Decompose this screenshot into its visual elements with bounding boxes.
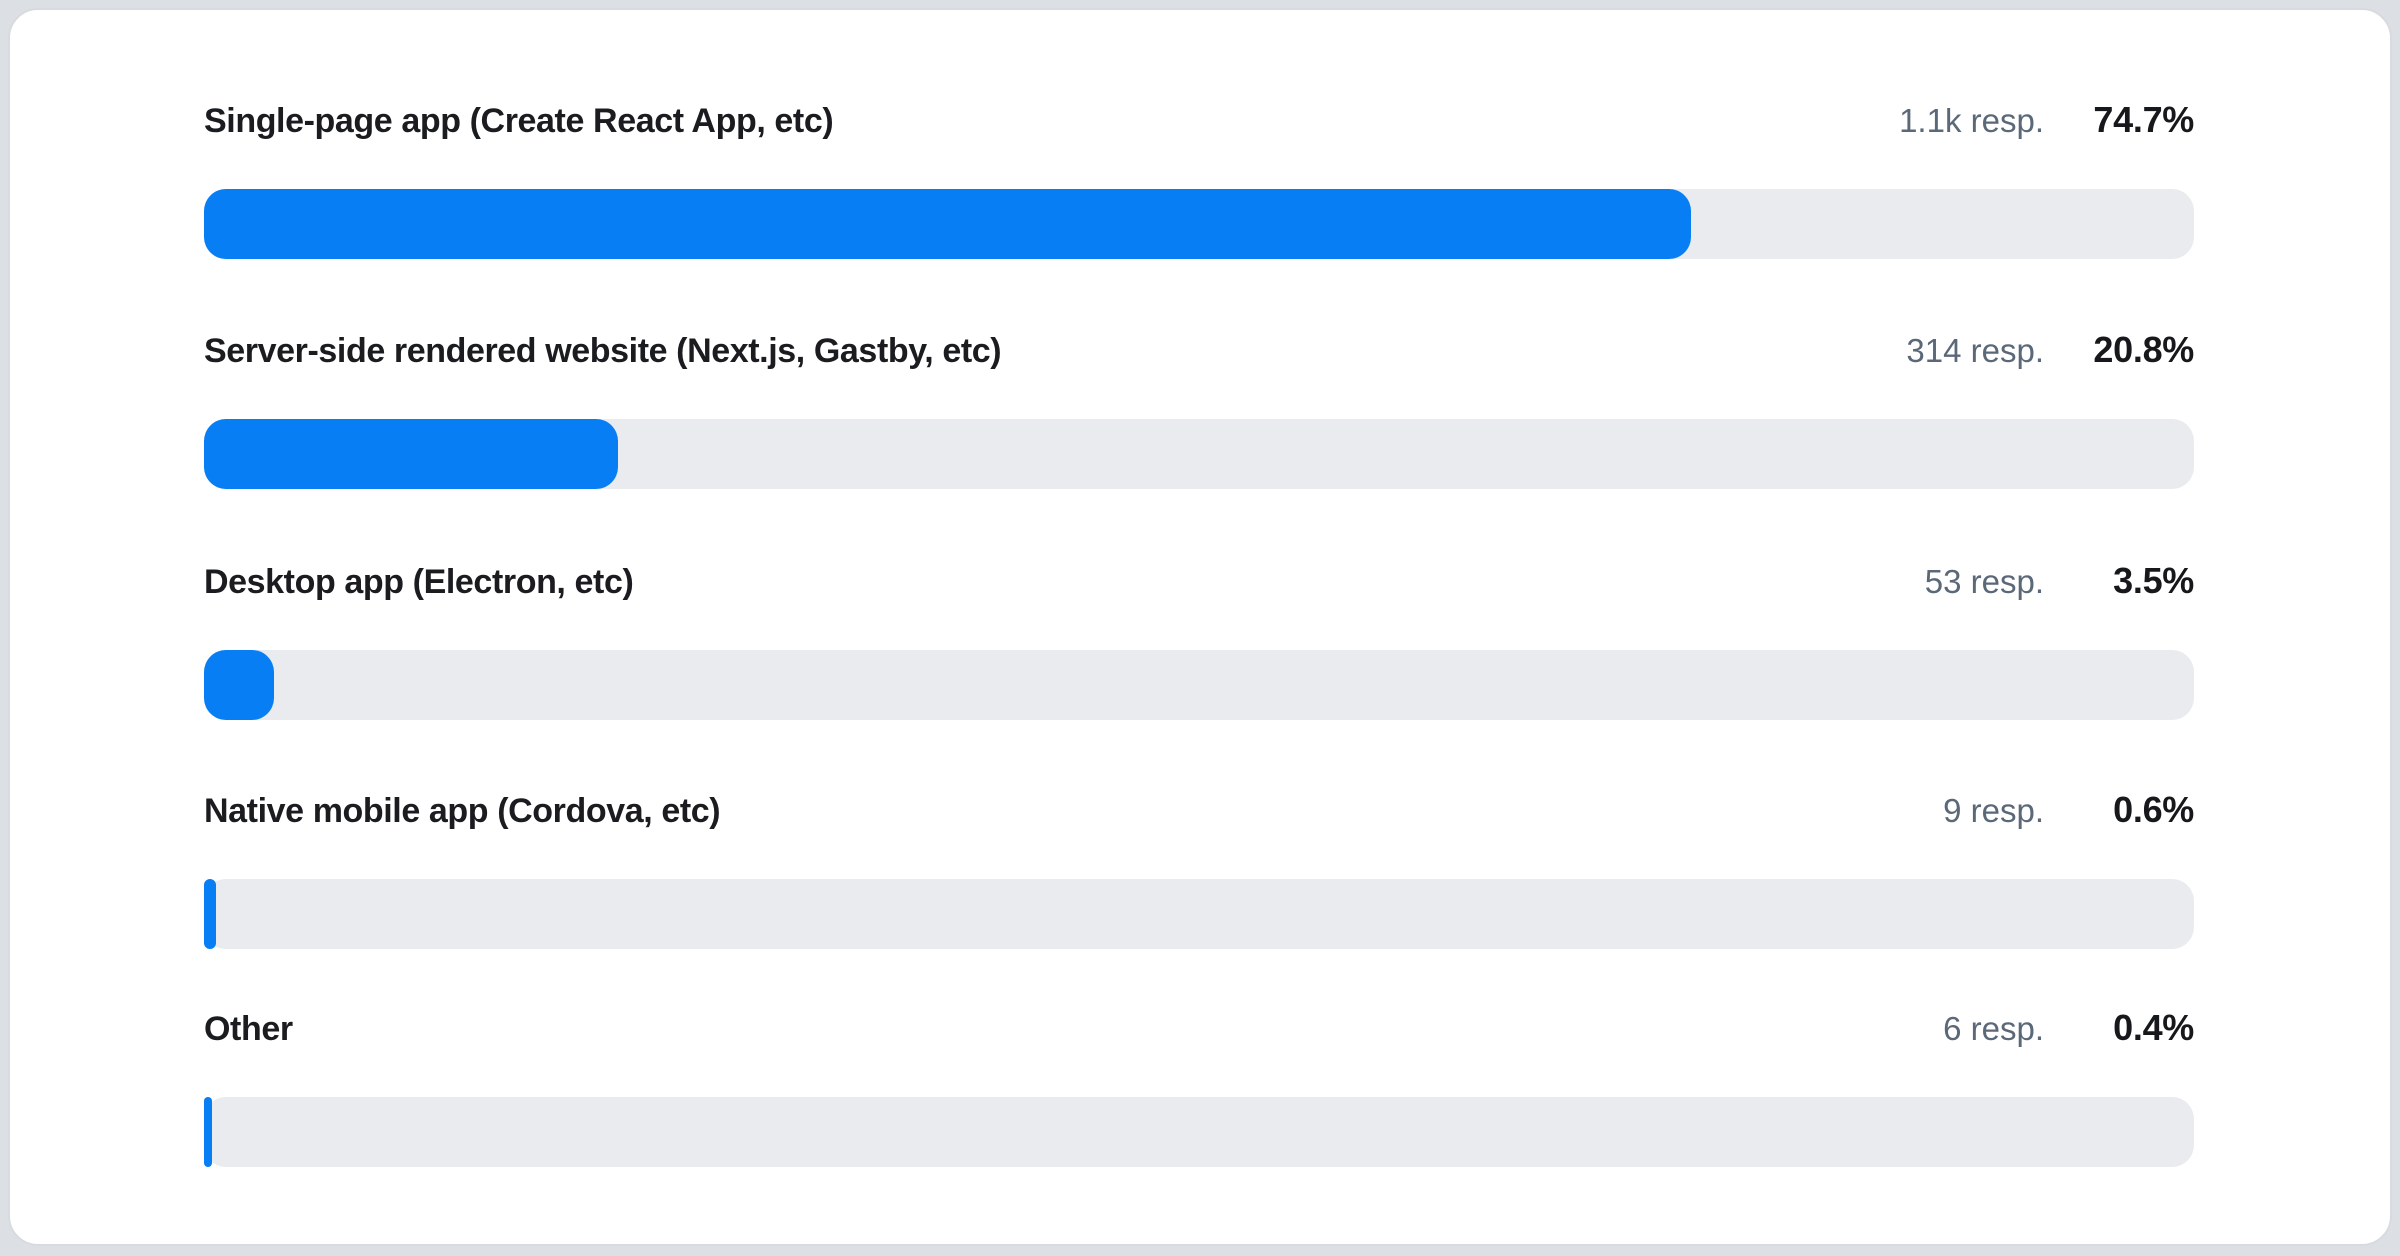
percentage-value: 3.5% xyxy=(2113,560,2194,601)
bar-fill xyxy=(204,419,618,489)
response-count: 9 resp. xyxy=(1943,792,2044,829)
survey-results-list: Single-page app (Create React App, etc) … xyxy=(204,10,2194,1244)
survey-row: Native mobile app (Cordova, etc) 9 resp.… xyxy=(204,783,2194,963)
bar-fill xyxy=(204,189,1691,259)
response-count: 53 resp. xyxy=(1924,563,2044,600)
percentage-value: 20.8% xyxy=(2093,329,2194,370)
percentage-value: 0.6% xyxy=(2113,789,2194,830)
survey-row: Single-page app (Create React App, etc) … xyxy=(204,93,2194,273)
bar-fill xyxy=(204,879,216,949)
bar-track xyxy=(204,650,2194,720)
bar-fill xyxy=(204,1097,212,1167)
bar-track xyxy=(204,189,2194,259)
response-count: 1.1k resp. xyxy=(1899,102,2044,139)
row-header: Desktop app (Electron, etc) 53 resp. 3.5… xyxy=(204,554,2194,609)
survey-results-card: Single-page app (Create React App, etc) … xyxy=(8,8,2392,1246)
row-header: Native mobile app (Cordova, etc) 9 resp.… xyxy=(204,783,2194,838)
option-label: Other xyxy=(204,1010,293,1048)
bar-track xyxy=(204,1097,2194,1167)
percentage-value: 74.7% xyxy=(2093,99,2194,140)
survey-row: Other 6 resp. 0.4% xyxy=(204,1001,2194,1181)
bar-track xyxy=(204,879,2194,949)
response-count: 314 resp. xyxy=(1906,332,2044,369)
response-count: 6 resp. xyxy=(1943,1010,2044,1047)
row-header: Other 6 resp. 0.4% xyxy=(204,1001,2194,1056)
percentage-value: 0.4% xyxy=(2113,1007,2194,1048)
row-header: Single-page app (Create React App, etc) … xyxy=(204,93,2194,148)
row-header: Server-side rendered website (Next.js, G… xyxy=(204,323,2194,378)
option-label: Single-page app (Create React App, etc) xyxy=(204,102,834,140)
option-label: Server-side rendered website (Next.js, G… xyxy=(204,332,1002,370)
bar-fill xyxy=(204,650,274,720)
option-label: Desktop app (Electron, etc) xyxy=(204,563,634,601)
survey-row: Server-side rendered website (Next.js, G… xyxy=(204,323,2194,503)
option-label: Native mobile app (Cordova, etc) xyxy=(204,792,721,830)
survey-row: Desktop app (Electron, etc) 53 resp. 3.5… xyxy=(204,554,2194,734)
bar-track xyxy=(204,419,2194,489)
